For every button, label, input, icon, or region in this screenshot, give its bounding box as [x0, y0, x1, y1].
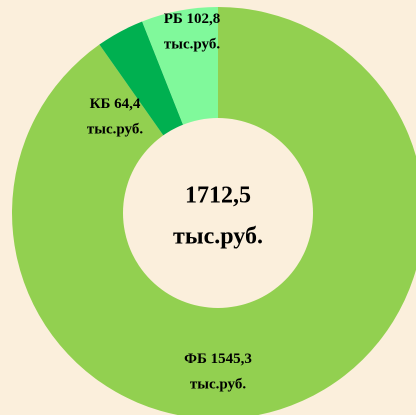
- unit-label: тыс.руб.: [87, 121, 143, 137]
- center-unit: тыс.руб.: [173, 224, 263, 250]
- unit-label: тыс.руб.: [190, 376, 246, 392]
- data-label: РБ 102,8: [164, 11, 221, 27]
- category-name: КБ: [90, 96, 111, 112]
- data-label: КБ 64,4: [90, 96, 141, 112]
- value-label: 64,4: [114, 96, 141, 112]
- category-name: ФБ: [184, 351, 207, 367]
- value-label: 1545,3: [211, 351, 252, 367]
- donut-hole: [123, 118, 313, 308]
- value-label: 102,8: [187, 11, 221, 27]
- unit-label: тыс.руб.: [164, 36, 220, 52]
- category-name: РБ: [164, 11, 183, 27]
- center-total: 1712,5: [185, 183, 251, 209]
- data-label: ФБ 1545,3: [184, 351, 252, 367]
